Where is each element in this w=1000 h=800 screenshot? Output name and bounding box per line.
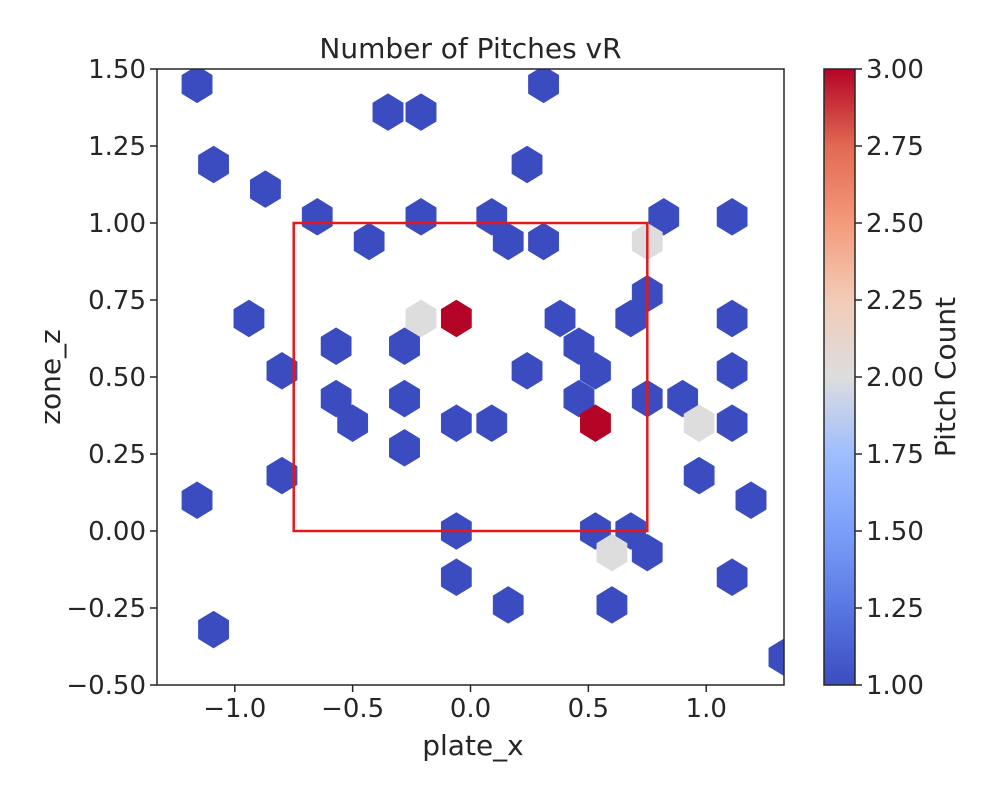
hexbin-cell	[716, 299, 748, 338]
y-tick-label: 1.00	[88, 209, 146, 239]
x-tick-label: −1.0	[203, 694, 266, 724]
hexbin-cell	[544, 299, 576, 338]
y-tick-label: 1.50	[88, 55, 146, 85]
hexbin-cell	[440, 404, 472, 442]
hexbin-cell	[405, 299, 437, 338]
y-tick-label: 1.25	[88, 132, 146, 162]
hexbin-cell	[405, 198, 437, 236]
hexbin-cell	[181, 481, 213, 519]
colorbar-tick-label: 1.25	[866, 594, 924, 624]
hexbin-cell	[440, 558, 472, 596]
hexbin-cell	[405, 93, 437, 131]
hexbin-cell	[320, 327, 352, 365]
hexbin-cell	[528, 222, 559, 261]
x-axis-label: plate_x	[422, 729, 524, 762]
colorbar-tick-label: 2.50	[866, 209, 924, 239]
colorbar-tick-label: 3.00	[866, 55, 924, 85]
hexbin-cell	[476, 404, 508, 442]
hexbin-cell	[716, 352, 748, 390]
hexbin-cell	[735, 481, 767, 519]
colorbar-tick-label: 2.00	[866, 363, 924, 393]
colorbar-tick-label: 2.25	[866, 286, 924, 316]
hexbin-cell	[492, 222, 524, 261]
y-tick-label: 0.00	[88, 517, 146, 547]
hexbin-cell	[198, 145, 229, 184]
hexbin-cell	[648, 198, 680, 236]
hexbin-cell	[528, 69, 559, 104]
hexbin-cell	[476, 198, 508, 236]
colorbar-tick-label: 1.00	[866, 671, 924, 701]
y-tick-label: 0.75	[88, 286, 146, 316]
hexbin-cell	[353, 222, 385, 261]
hexbin-cell	[580, 352, 611, 390]
colorbar-label: Pitch Count	[929, 297, 962, 457]
y-axis-label: zone_z	[34, 329, 67, 425]
strike-zone-layer	[292, 221, 649, 533]
colorbar-tick-label: 2.75	[866, 132, 924, 162]
hexbin-cell	[667, 379, 699, 418]
x-tick-label: 0.5	[568, 694, 609, 724]
hexbin-cell	[631, 533, 663, 572]
hexbin-cell	[683, 456, 715, 495]
hexbin-cell	[389, 379, 420, 418]
colorbar	[823, 68, 856, 686]
y-tick-label: −0.50	[66, 671, 146, 701]
x-tick-label: −0.5	[321, 694, 384, 724]
hexbin-cell	[266, 456, 298, 495]
hexbin-cell	[320, 379, 352, 418]
hexbin-cell	[716, 198, 748, 236]
hexbin-cell	[440, 299, 472, 338]
y-axis: −0.50 −0.25 0.00 0.25 0.50 0.75 1.00 1.25 1.50	[66, 55, 157, 701]
hexbin-cell	[596, 533, 628, 572]
hexbin-cell	[580, 404, 611, 442]
hexbin-layer	[181, 69, 784, 677]
y-tick-label: −0.25	[66, 594, 146, 624]
hexbin-cell	[266, 352, 298, 390]
hexbin-cell	[563, 327, 595, 365]
hexbin-cell	[768, 638, 784, 677]
plot-area-frame	[156, 68, 785, 686]
hexbin-cell	[301, 198, 333, 236]
hexbin-cell	[492, 586, 524, 624]
hexbin-cell	[372, 93, 404, 131]
hexbin-cell	[596, 586, 628, 624]
x-tick-label: 1.0	[686, 694, 727, 724]
chart-title: Number of Pitches vR	[319, 32, 621, 65]
hexbin-cell	[511, 352, 543, 390]
hexbin-cell	[511, 145, 543, 184]
hexbin-cell	[615, 299, 647, 338]
hexbin-cell	[389, 429, 420, 467]
strike-zone-rect	[292, 221, 649, 533]
hexbin-cell	[389, 327, 420, 365]
hexbin-cell	[716, 404, 748, 442]
hexbin-cell	[250, 170, 281, 208]
hexbin-cell	[181, 69, 213, 104]
hexbin-cell	[683, 404, 715, 442]
y-tick-label: 0.25	[88, 440, 146, 470]
colorbar-axis: 1.00 1.25 1.50 1.75 2.00 2.25 2.50 2.75 3.00	[855, 55, 924, 701]
colorbar-tick-label: 1.75	[866, 440, 924, 470]
hexbin-cell	[337, 404, 369, 442]
hexbin-cell	[563, 379, 595, 418]
x-axis: −1.0 −0.5 0.0 0.5 1.0	[203, 685, 727, 724]
x-tick-label: 0.0	[450, 694, 491, 724]
hexbin-cell	[716, 558, 748, 596]
colorbar-tick-label: 1.50	[866, 517, 924, 547]
hexbin-cell	[233, 299, 265, 338]
hexbin-cell	[198, 610, 229, 649]
y-tick-label: 0.50	[88, 363, 146, 393]
